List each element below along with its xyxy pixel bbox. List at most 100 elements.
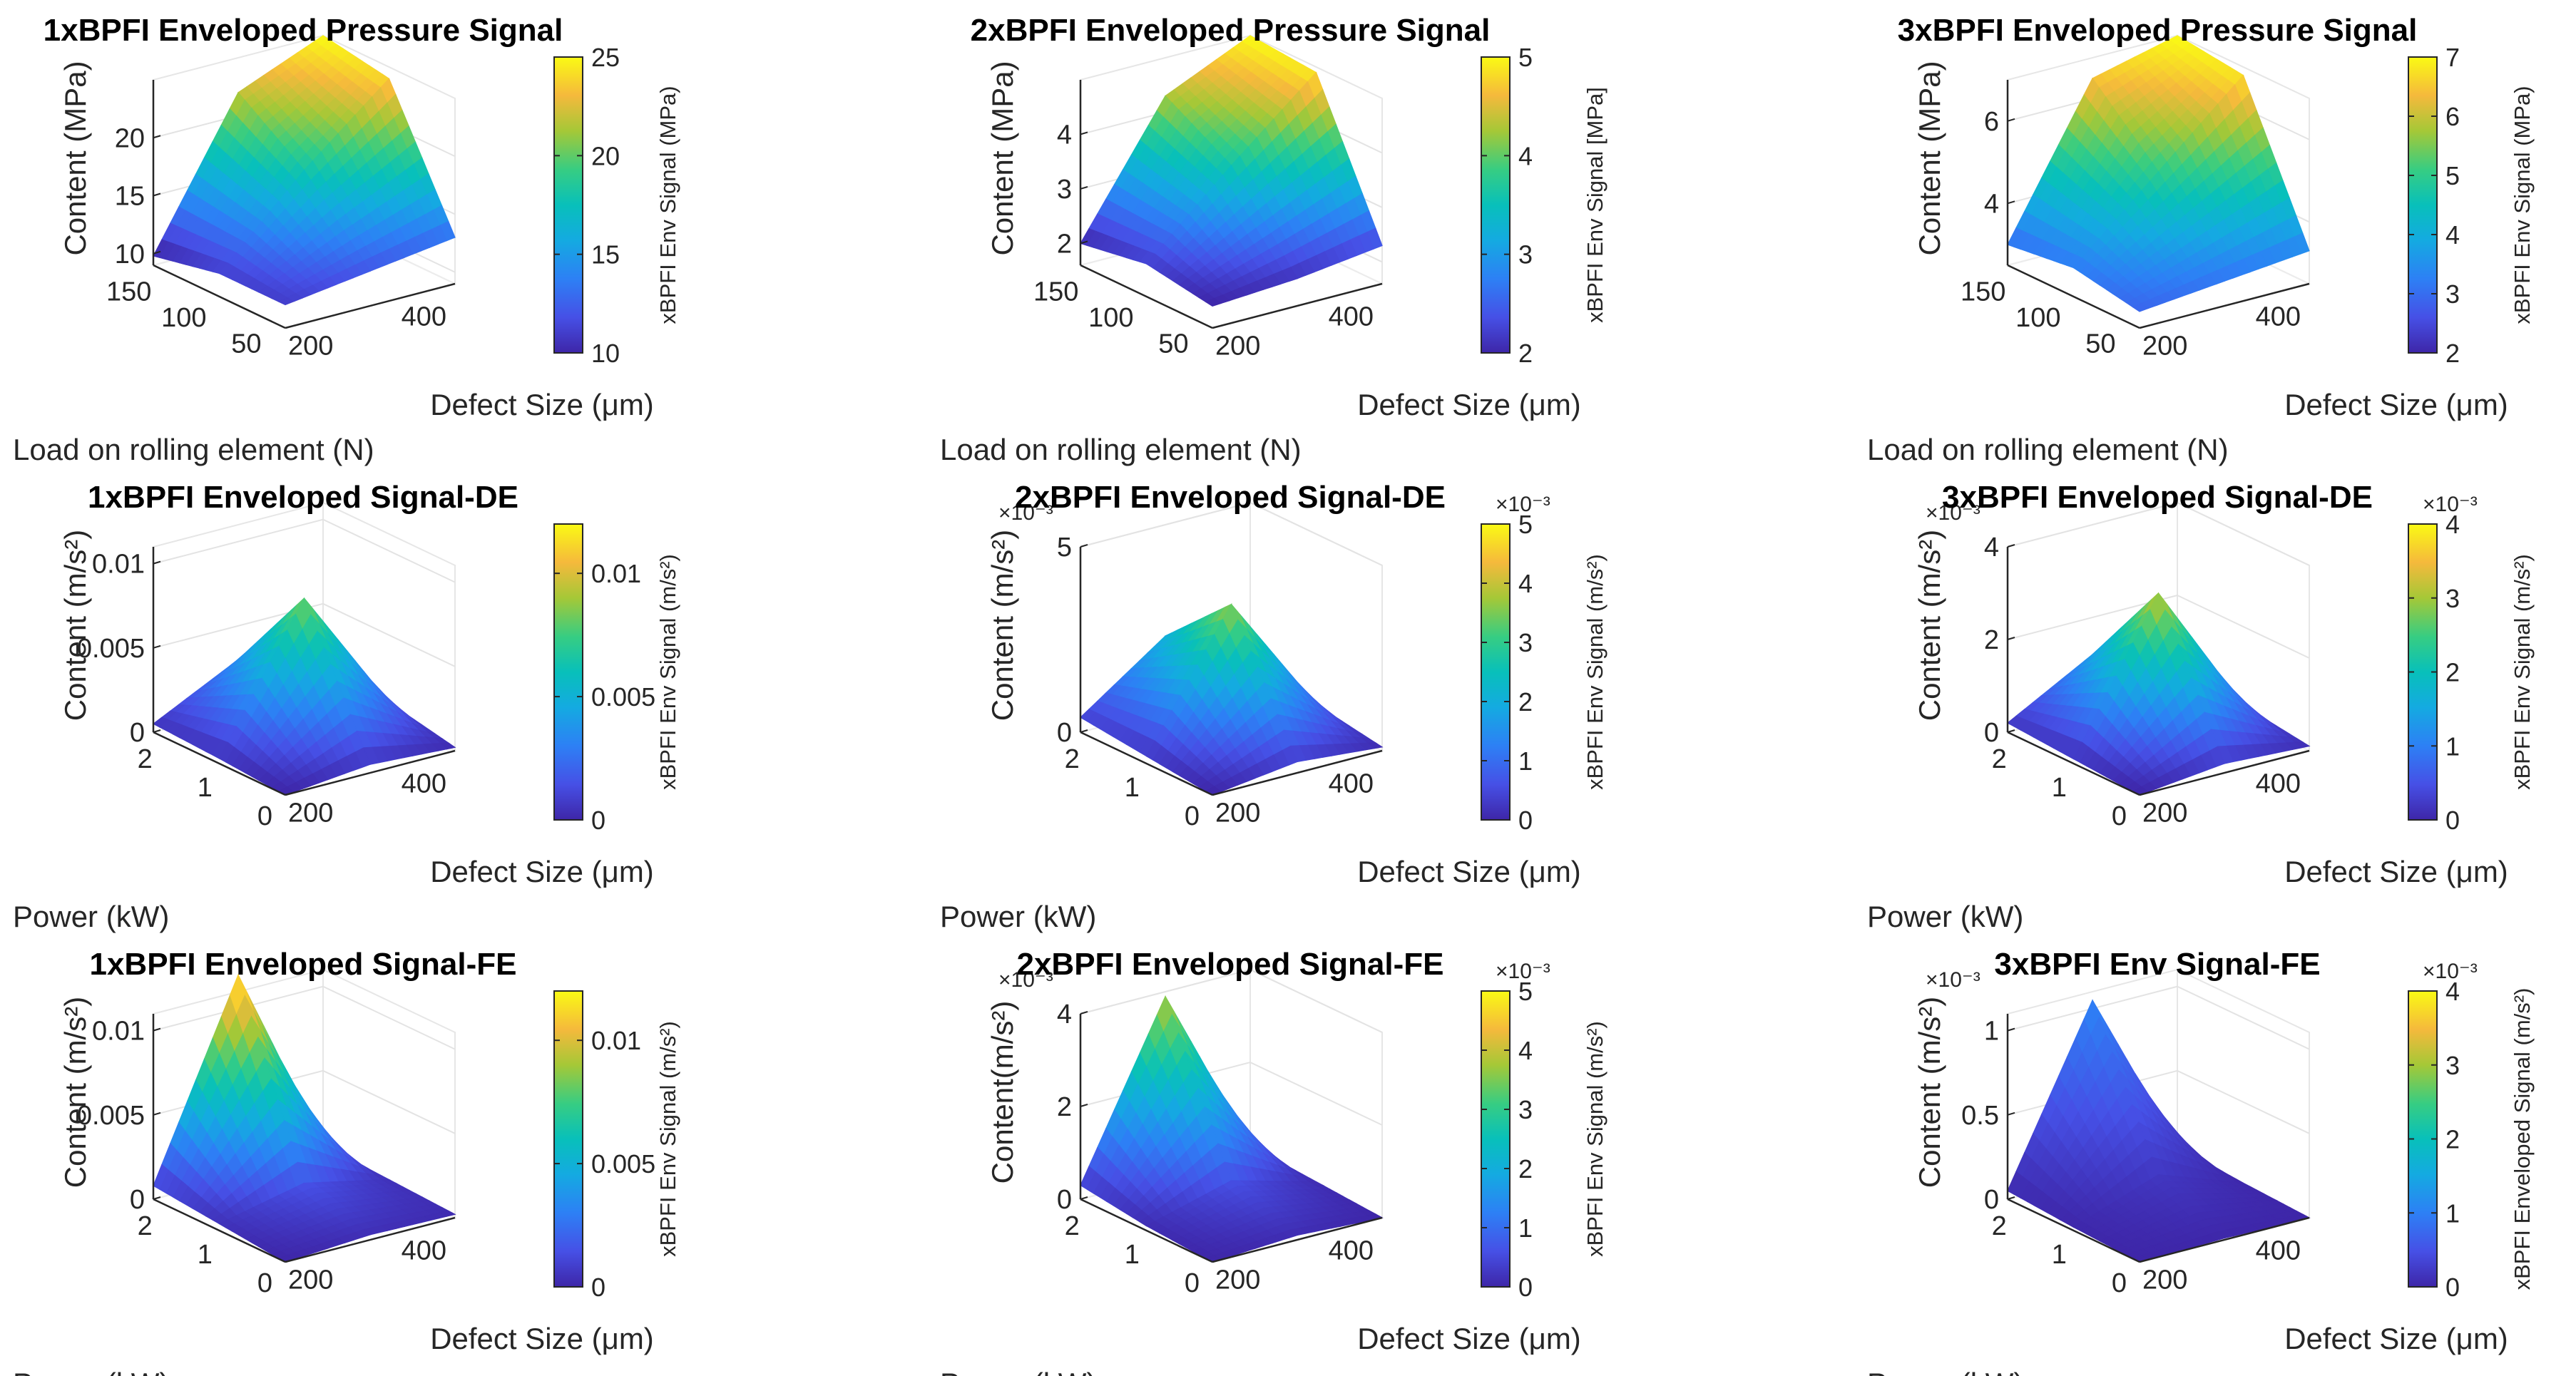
x-axis-label: Defect Size (μm): [1357, 388, 1581, 421]
y-tick-label: 0: [1185, 1268, 1200, 1298]
colorbar-tick-label: 2: [1518, 687, 1533, 717]
y-tick-label: 2: [138, 744, 153, 774]
z-tick-mark: [1080, 185, 1088, 190]
z-gridline-2: [2007, 594, 2310, 659]
x-tick-label: 200: [288, 799, 333, 828]
surface-patch: [1205, 297, 1222, 307]
z-tick-label: 0.5: [1961, 1101, 1999, 1131]
colorbar-tick-label: 0.005: [591, 1149, 655, 1179]
z-tick-label: 1: [1984, 1017, 1999, 1047]
colorbar: [1481, 56, 1511, 354]
chart-title: 1xBPFI Enveloped Signal-FE: [89, 947, 516, 982]
colorbar-tick-label: 3: [2445, 1051, 2460, 1080]
colorbar: [553, 56, 583, 354]
z-tick-label: 4: [1984, 533, 1999, 563]
z-gridline-3: [153, 518, 456, 583]
y-axis-label: Power (kW): [1867, 900, 2023, 933]
colorbar-tick-label: 0: [2445, 1273, 2460, 1302]
z-exponent-label: ×10⁻³: [998, 501, 1053, 525]
y-axis-label: Load on rolling element (N): [1867, 433, 2229, 466]
colorbar-label: xBPFI Env Signal (m/s²): [1583, 554, 1608, 790]
z-tick-mark: [153, 250, 161, 255]
colorbar-tick-label: 2: [2445, 658, 2460, 687]
z-exponent-label: ×10⁻³: [1926, 501, 1980, 525]
x-tick-label: 200: [1215, 799, 1260, 828]
z-tick-mark: [1080, 1196, 1088, 1200]
colorbar-tick-label: 1: [2445, 1198, 2460, 1228]
x-tick-label: 400: [1329, 302, 1374, 332]
z-tick-mark: [1080, 240, 1088, 245]
colorbar: [1481, 523, 1511, 821]
z-tick-label: 6: [1984, 107, 1999, 137]
y-axis-label: Power (kW): [13, 900, 169, 933]
colorbar-tick-label: 2: [1518, 339, 1533, 368]
colorbar-tick-label: 3: [1518, 240, 1533, 269]
surface-patch: [277, 297, 295, 306]
z-tick-mark: [2007, 200, 2015, 205]
y-tick-label: 50: [231, 329, 261, 359]
colorbar-tick-label: 0: [1518, 1273, 1533, 1302]
x-axis-label: Defect Size (μm): [1357, 1322, 1581, 1355]
x-axis-label: Defect Size (μm): [2284, 1322, 2508, 1355]
colorbar-label: xBPFI Env Signal (m/s²): [2510, 554, 2535, 790]
x-tick-label: 200: [2142, 799, 2187, 828]
z-tick-mark: [2007, 729, 2015, 733]
colorbar-tick-label: 4: [1518, 569, 1533, 598]
colorbar-tick-label: 0.01: [591, 1026, 641, 1055]
colorbar-tick-label: 1: [2445, 731, 2460, 761]
z-tick-label: 0: [1984, 718, 1999, 748]
colorbar-label: xBPFI Env Signal (m/s²): [655, 1021, 680, 1257]
colorbar-tick-label: 0.005: [591, 682, 655, 712]
y-axis-label: Load on rolling element (N): [940, 433, 1302, 466]
colorbar-tick-label: 5: [1518, 510, 1533, 539]
chart-panel-7: 0 0.005 0.01 2 1 0 200 400 Content (m/s²) Defect …: [13, 947, 680, 1376]
z-tick-label: 2: [1057, 229, 1072, 259]
colorbar: [553, 990, 583, 1288]
x-tick-label: 200: [2142, 1265, 2187, 1295]
z-tick-label: 0: [130, 718, 145, 748]
z-gridline-3: [2007, 985, 2310, 1050]
chart-title: 1xBPFI Enveloped Signal-DE: [88, 480, 518, 515]
z-axis-label: Content (m/s²): [1913, 997, 1946, 1188]
colorbar-label: xBPFI Env Signal (m/s²): [655, 554, 680, 790]
z-tick-mark: [153, 645, 161, 649]
z-exponent-label: ×10⁻³: [1926, 968, 1980, 992]
z-tick-mark: [2007, 1027, 2015, 1032]
colorbar-tick-label: 0: [1518, 806, 1533, 835]
y-tick-label: 150: [1033, 277, 1078, 307]
colorbar-tick-label: 6: [2445, 102, 2460, 131]
z-tick-label: 20: [115, 123, 145, 153]
z-tick-label: 3: [1057, 175, 1072, 205]
y-axis-label: Power (kW): [1867, 1367, 2023, 1376]
x-tick-label: 200: [288, 332, 333, 361]
z-tick-mark: [2007, 1196, 2015, 1200]
z-axis-label: Content (m/s²): [58, 530, 92, 721]
z-axis-label: Content (MPa): [1913, 61, 1946, 255]
z-gridline-2: [1080, 501, 1383, 566]
colorbar-tick-label: 5: [1518, 977, 1533, 1006]
z-tick-mark: [1080, 544, 1088, 548]
z-axis-label: Content(m/s²): [986, 1001, 1019, 1184]
colorbar-tick-label: 0: [591, 1273, 605, 1302]
z-axis-label: Content (m/s²): [58, 997, 92, 1188]
z-tick-mark: [1080, 729, 1088, 733]
colorbar-label: xBPFI Env Signal (MPa): [655, 86, 680, 324]
colorbar-tick-label: 4: [2445, 510, 2460, 539]
x-tick-label: 400: [2256, 1236, 2301, 1265]
z-tick-label: 0.01: [92, 550, 145, 580]
surface: [1080, 995, 1384, 1263]
z-tick-label: 4: [1057, 120, 1072, 150]
y-tick-label: 100: [1088, 303, 1133, 333]
surface: [153, 973, 456, 1263]
colorbar-tick-label: 2: [1518, 1154, 1533, 1184]
colorbar-tick-label: 20: [591, 141, 620, 170]
chart-panel-1: 10 15 20 150 100 50 200 400 Content (MPa) Defect …: [13, 13, 680, 466]
z-tick-mark: [2007, 118, 2015, 122]
chart-title: 1xBPFI Enveloped Pressure Signal: [44, 13, 563, 48]
z-tick-mark: [153, 560, 161, 565]
z-tick-mark: [1080, 1104, 1088, 1107]
y-axis-line: [2007, 731, 2140, 796]
colorbar-tick-label: 0.01: [591, 559, 641, 588]
